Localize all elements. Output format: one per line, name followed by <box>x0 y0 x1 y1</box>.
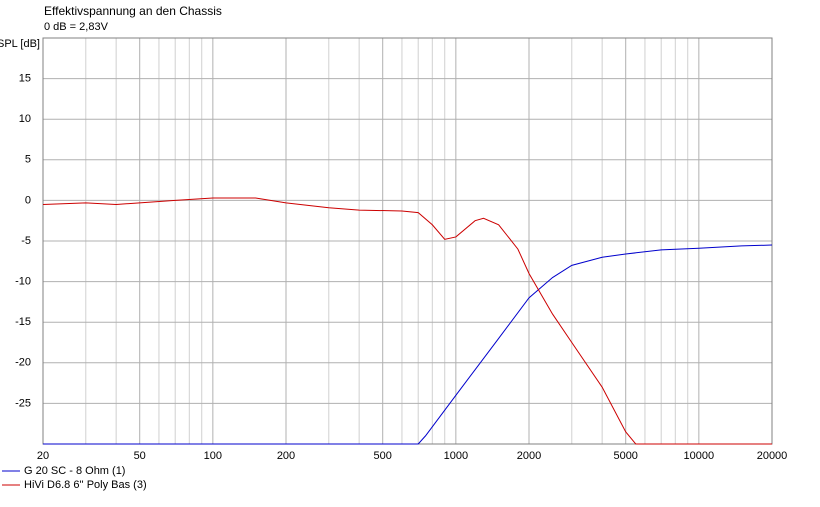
y-tick-label: 0 <box>25 194 31 206</box>
x-tick-label: 5000 <box>613 450 637 462</box>
x-tick-label: 200 <box>277 450 295 462</box>
y-tick-label: -10 <box>15 276 31 288</box>
y-tick-label: 10 <box>19 113 31 125</box>
series-line <box>42 197 772 445</box>
y-axis-label: SPL [dB] <box>0 38 40 50</box>
legend-label: G 20 SC - 8 Ohm (1) <box>24 465 125 477</box>
x-tick-label: 100 <box>204 450 222 462</box>
x-tick-label: 1000 <box>444 450 468 462</box>
x-tick-label: 500 <box>374 450 392 462</box>
y-tick-label: -20 <box>15 357 31 369</box>
series-line <box>43 244 773 445</box>
y-tick-label: 15 <box>19 73 31 85</box>
y-tick-label: 5 <box>25 154 31 166</box>
x-tick-label: 50 <box>134 450 146 462</box>
y-tick-label: -25 <box>15 397 31 409</box>
chart-title: Effektivspannung an den Chassis <box>44 4 222 18</box>
x-tick-label: 20 <box>37 450 49 462</box>
y-tick-label: -5 <box>21 235 31 247</box>
legend-label: HiVi D6.8 6'' Poly Bas (3) <box>24 479 147 491</box>
x-tick-label: 2000 <box>517 450 541 462</box>
chart-subtitle: 0 dB = 2,83V <box>44 21 109 33</box>
y-tick-label: -15 <box>15 316 31 328</box>
x-tick-label: 10000 <box>684 450 715 462</box>
x-tick-label: 20000 <box>757 450 788 462</box>
